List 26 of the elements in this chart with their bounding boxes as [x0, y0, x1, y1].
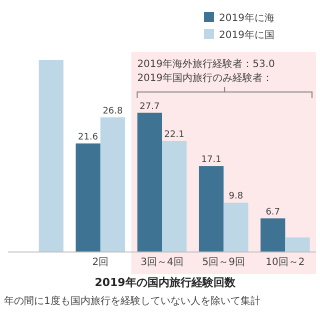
data-label: 17.1 — [201, 155, 222, 166]
bar — [76, 143, 100, 252]
x-tick-label: 2回 — [92, 257, 109, 268]
annotation: 2019年海外旅行経験者：53.0 — [137, 58, 275, 70]
text: 年の間に1度も国内旅行を経験していない人を除いて集計 — [4, 295, 260, 307]
annotation: 2019年国内旅行のみ経験者： — [137, 72, 273, 84]
data-label: 9.8 — [228, 192, 244, 202]
bar — [100, 117, 126, 252]
bar — [260, 218, 286, 252]
bar — [224, 202, 248, 252]
x-axis-title: 2019年の国内旅行経験回数 — [94, 276, 236, 289]
x-tick-label: 3回～4回 — [140, 257, 184, 268]
legend-label: 2019年に国 — [219, 29, 274, 41]
legend-label: 2019年に海 — [219, 12, 274, 24]
bar — [198, 166, 224, 252]
bar — [162, 140, 187, 252]
data-label: 26.8 — [102, 106, 124, 116]
x-tick-label: 10回～2 — [266, 257, 305, 268]
data-label: 6.7 — [266, 207, 280, 218]
bar — [137, 112, 162, 252]
x-tick-label: 5回～9回 — [202, 257, 245, 268]
bar — [38, 60, 64, 252]
bar — [285, 237, 310, 252]
data-label: 27.7 — [140, 102, 160, 112]
data-label: 21.6 — [78, 132, 98, 142]
data-label: 22.1 — [164, 130, 184, 140]
